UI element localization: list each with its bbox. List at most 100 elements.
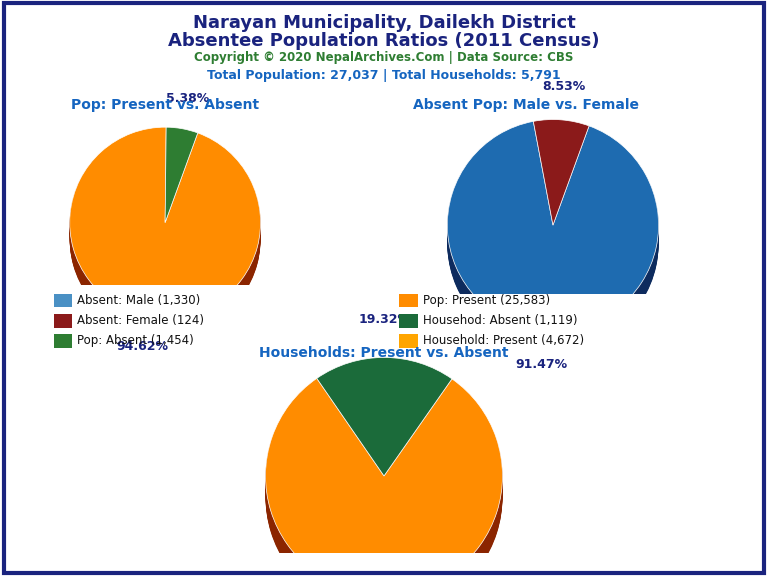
Wedge shape [70,138,260,329]
Wedge shape [533,131,589,237]
Wedge shape [266,391,502,576]
Wedge shape [266,390,502,576]
Wedge shape [316,363,452,482]
Wedge shape [165,129,197,224]
Text: Househod: Absent (1,119): Househod: Absent (1,119) [423,314,578,327]
Text: Absentee Population Ratios (2011 Census): Absentee Population Ratios (2011 Census) [168,32,600,50]
Wedge shape [266,385,502,576]
Text: Household: Present (4,672): Household: Present (4,672) [423,334,584,347]
Wedge shape [533,122,589,227]
Wedge shape [448,132,658,342]
Text: Absent: Female (124): Absent: Female (124) [78,314,204,327]
Text: Pop: Present vs. Absent: Pop: Present vs. Absent [71,98,259,112]
Wedge shape [533,125,589,231]
Wedge shape [533,134,589,240]
Wedge shape [165,131,197,227]
Text: Total Population: 27,037 | Total Households: 5,791: Total Population: 27,037 | Total Househo… [207,69,561,82]
Text: 94.62%: 94.62% [117,340,168,353]
Wedge shape [165,132,197,228]
Wedge shape [266,387,502,576]
Wedge shape [533,127,589,233]
Wedge shape [316,372,452,490]
Text: Pop: Absent (1,454): Pop: Absent (1,454) [78,334,194,347]
Wedge shape [70,135,260,325]
Wedge shape [266,380,502,576]
Text: 5.38%: 5.38% [166,92,210,105]
Wedge shape [448,127,658,336]
Wedge shape [266,384,502,576]
Wedge shape [70,142,260,332]
Text: Copyright © 2020 NepalArchives.Com | Data Source: CBS: Copyright © 2020 NepalArchives.Com | Dat… [194,51,574,64]
Wedge shape [165,138,197,233]
Wedge shape [70,139,260,330]
Wedge shape [448,126,658,335]
Wedge shape [448,128,658,338]
Wedge shape [70,141,260,332]
Wedge shape [70,129,260,320]
Wedge shape [316,364,452,482]
Wedge shape [316,358,452,477]
Wedge shape [165,141,197,236]
Wedge shape [316,372,452,491]
Wedge shape [165,145,197,240]
Wedge shape [70,137,260,327]
Wedge shape [316,366,452,484]
Wedge shape [165,131,197,226]
Wedge shape [533,124,589,230]
Wedge shape [266,400,502,576]
Wedge shape [448,137,658,346]
Wedge shape [70,128,260,319]
Wedge shape [448,141,658,350]
Wedge shape [533,130,589,236]
Wedge shape [316,378,452,496]
Wedge shape [448,135,658,345]
Wedge shape [70,130,260,321]
Wedge shape [316,362,452,480]
Wedge shape [316,358,452,476]
Wedge shape [533,126,589,232]
Text: 8.53%: 8.53% [543,79,586,93]
Wedge shape [266,395,502,576]
Wedge shape [70,127,260,318]
Wedge shape [165,140,197,236]
Wedge shape [165,138,197,234]
Wedge shape [165,139,197,234]
Wedge shape [448,124,658,334]
Wedge shape [316,376,452,494]
Wedge shape [533,139,589,244]
Wedge shape [448,138,658,347]
Wedge shape [316,369,452,488]
Wedge shape [316,379,452,497]
Wedge shape [316,359,452,478]
Text: 19.32%: 19.32% [359,313,411,326]
Wedge shape [448,129,658,338]
Wedge shape [533,135,589,240]
Wedge shape [448,130,658,339]
Wedge shape [316,373,452,492]
Text: 91.47%: 91.47% [515,358,568,370]
Wedge shape [316,365,452,483]
Wedge shape [266,396,502,576]
Wedge shape [165,137,197,232]
Wedge shape [70,131,260,321]
Wedge shape [70,136,260,327]
Text: Absent: Male (1,330): Absent: Male (1,330) [78,294,200,307]
Wedge shape [266,392,502,576]
Wedge shape [533,133,589,238]
Wedge shape [165,128,197,223]
Wedge shape [448,135,658,344]
Wedge shape [266,388,502,576]
Wedge shape [316,370,452,489]
Wedge shape [165,133,197,229]
Wedge shape [533,136,589,241]
Wedge shape [448,125,658,335]
Wedge shape [533,128,589,234]
Text: Pop: Present (25,583): Pop: Present (25,583) [423,294,550,307]
Wedge shape [165,143,197,239]
Wedge shape [533,138,589,243]
Wedge shape [448,138,658,348]
Wedge shape [448,131,658,340]
Wedge shape [266,386,502,576]
Wedge shape [266,395,502,576]
Wedge shape [316,361,452,479]
